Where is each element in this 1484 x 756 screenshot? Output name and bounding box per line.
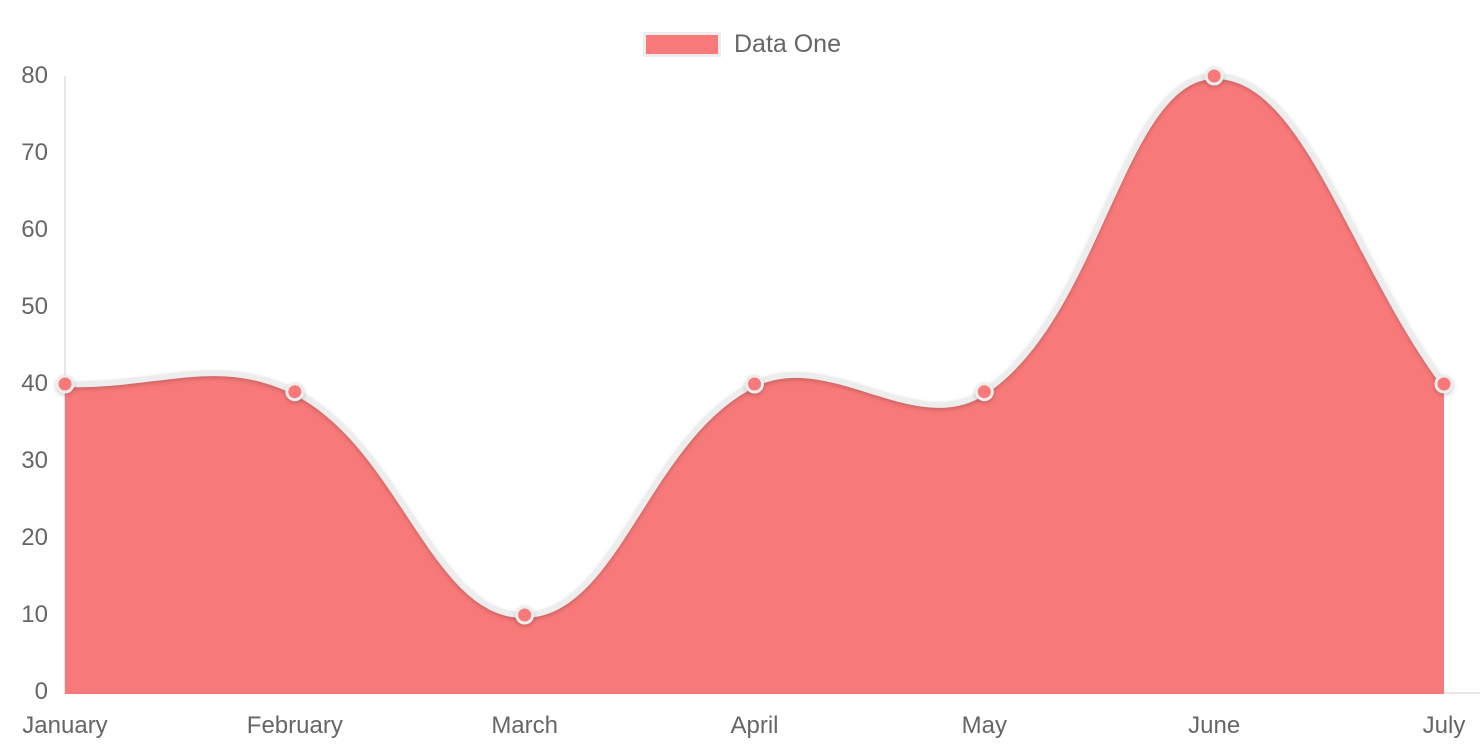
y-tick-label-70: 70: [21, 139, 48, 166]
legend-label: Data One: [733, 30, 841, 58]
x-tick-label-march: March: [491, 712, 558, 739]
y-tick-label-20: 20: [21, 524, 48, 551]
x-tick-label-january: January: [22, 712, 108, 739]
x-tick-label-may: May: [961, 712, 1007, 739]
y-tick-label-40: 40: [21, 370, 48, 397]
data-point-july[interactable]: [1434, 374, 1454, 394]
x-tick-label-july: July: [1422, 712, 1466, 739]
legend: Data One: [0, 32, 1484, 57]
data-point-june[interactable]: [1204, 66, 1224, 86]
data-point-january[interactable]: [55, 374, 75, 394]
x-tick-label-april: April: [730, 712, 779, 739]
y-tick-label-10: 10: [21, 601, 48, 628]
y-tick-label-60: 60: [21, 216, 48, 243]
legend-item-data-one[interactable]: Data One: [642, 30, 841, 58]
y-tick-label-30: 30: [21, 447, 48, 474]
data-point-april[interactable]: [745, 374, 764, 394]
y-tick-label-50: 50: [21, 293, 48, 320]
x-tick-label-february: February: [246, 712, 343, 739]
data-point-february[interactable]: [285, 382, 305, 402]
data-point-may[interactable]: [974, 382, 994, 402]
legend-swatch: [642, 32, 721, 57]
x-tick-label-june: June: [1188, 712, 1241, 739]
data-point-march[interactable]: [515, 605, 535, 625]
y-tick-label-0: 0: [34, 678, 48, 705]
y-tick-label-80: 80: [21, 62, 48, 89]
